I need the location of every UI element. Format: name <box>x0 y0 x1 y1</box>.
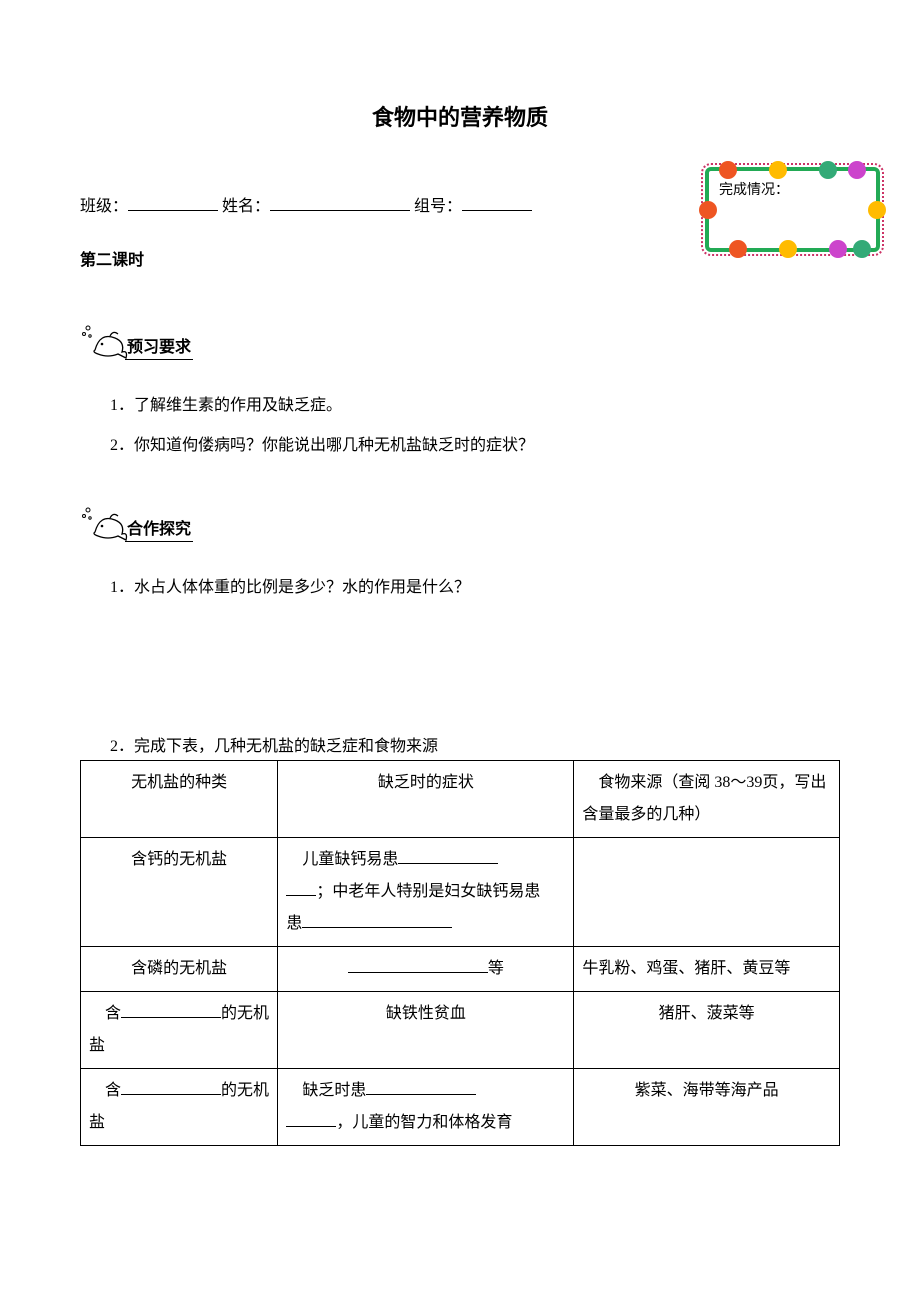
cell-source[interactable] <box>574 838 840 947</box>
preview-label: 预习要求 <box>125 333 193 360</box>
student-info-row: 班级： 姓名： 组号： 完成情况： <box>80 192 840 216</box>
cell-symptom: 缺铁性贫血 <box>278 992 574 1069</box>
fill-blank[interactable] <box>121 1001 221 1019</box>
cell-type: 含钙的无机盐 <box>81 838 278 947</box>
flower-icon <box>868 201 886 219</box>
text: ；中老年人特别是妇女缺钙易患 <box>316 883 540 900</box>
name-blank[interactable] <box>270 192 410 211</box>
flower-icon <box>819 161 837 179</box>
flower-icon <box>769 161 787 179</box>
text: 儿童缺钙易患 <box>302 851 398 868</box>
text: ，儿童的智力和体格发育 <box>336 1114 512 1131</box>
table-row: 含钙的无机盐 儿童缺钙易患 ；中老年人特别是妇女缺钙易患 患 <box>81 838 840 947</box>
cell-source: 猪肝、菠菜等 <box>574 992 840 1069</box>
fill-blank[interactable] <box>348 956 488 974</box>
section-heading-explore: 合作探究 <box>80 502 840 542</box>
th-symptom: 缺乏时的症状 <box>278 761 574 838</box>
preview-item-1: 1．了解维生素的作用及缺乏症。 <box>110 390 840 422</box>
fill-blank[interactable] <box>286 1110 336 1128</box>
fill-blank[interactable] <box>398 847 498 865</box>
preview-item-2: 2．你知道佝偻病吗？你能说出哪几种无机盐缺乏时的症状？ <box>110 430 840 462</box>
cell-source: 牛乳粉、鸡蛋、猪肝、黄豆等 <box>574 947 840 992</box>
flower-icon <box>719 161 737 179</box>
explore-q1: 1．水占人体体重的比例是多少？水的作用是什么？ <box>110 572 840 604</box>
flower-icon <box>848 161 866 179</box>
th-source-text: 食物来源（查阅 38～39页，写出含量最多的几种） <box>582 774 826 823</box>
name-label: 姓名： <box>222 198 270 215</box>
cell-source: 紫菜、海带等海产品 <box>574 1069 840 1146</box>
dolphin-icon <box>80 502 130 542</box>
table-row: 含的无机盐 缺乏时患 ，儿童的智力和体格发育 紫菜、海带等海产品 <box>81 1069 840 1146</box>
cell-type: 含磷的无机盐 <box>81 947 278 992</box>
th-type: 无机盐的种类 <box>81 761 278 838</box>
cell-type: 含的无机盐 <box>81 1069 278 1146</box>
minerals-table: 无机盐的种类 缺乏时的症状 食物来源（查阅 38～39页，写出含量最多的几种） … <box>80 760 840 1146</box>
dolphin-icon <box>80 320 130 360</box>
text: 患 <box>286 915 302 932</box>
group-label: 组号： <box>414 198 462 215</box>
cell-symptom: 等 <box>278 947 574 992</box>
explore-q2-intro: 2．完成下表，几种无机盐的缺乏症和食物来源 <box>110 732 840 756</box>
page-title: 食物中的营养物质 <box>80 100 840 132</box>
text: 等 <box>488 960 504 977</box>
completion-status-box: 完成情况： <box>705 167 880 252</box>
cell-symptom: 儿童缺钙易患 ；中老年人特别是妇女缺钙易患 患 <box>278 838 574 947</box>
flower-icon <box>779 240 797 258</box>
th-source: 食物来源（查阅 38～39页，写出含量最多的几种） <box>574 761 840 838</box>
cell-type: 含的无机盐 <box>81 992 278 1069</box>
flower-icon <box>729 240 747 258</box>
text: 缺乏时患 <box>302 1082 366 1099</box>
fill-blank[interactable] <box>286 879 316 897</box>
worksheet-page: 食物中的营养物质 班级： 姓名： 组号： 完成情况： 第二课时 <box>0 0 920 1206</box>
flower-icon <box>853 240 871 258</box>
fill-blank[interactable] <box>302 911 452 929</box>
table-row: 含的无机盐 缺铁性贫血 猪肝、菠菜等 <box>81 992 840 1069</box>
answer-space[interactable] <box>80 612 840 722</box>
status-label: 完成情况： <box>719 183 789 198</box>
explore-label: 合作探究 <box>125 515 193 542</box>
class-blank[interactable] <box>128 192 218 211</box>
group-blank[interactable] <box>462 192 532 211</box>
table-row: 含磷的无机盐 等 牛乳粉、鸡蛋、猪肝、黄豆等 <box>81 947 840 992</box>
section-heading-preview: 预习要求 <box>80 320 840 360</box>
table-header-row: 无机盐的种类 缺乏时的症状 食物来源（查阅 38～39页，写出含量最多的几种） <box>81 761 840 838</box>
flower-icon <box>699 201 717 219</box>
text: 含 <box>105 1082 121 1099</box>
fill-blank[interactable] <box>366 1078 476 1096</box>
fill-blank[interactable] <box>121 1078 221 1096</box>
text: 含 <box>105 1005 121 1022</box>
class-label: 班级： <box>80 198 128 215</box>
cell-symptom: 缺乏时患 ，儿童的智力和体格发育 <box>278 1069 574 1146</box>
flower-icon <box>829 240 847 258</box>
